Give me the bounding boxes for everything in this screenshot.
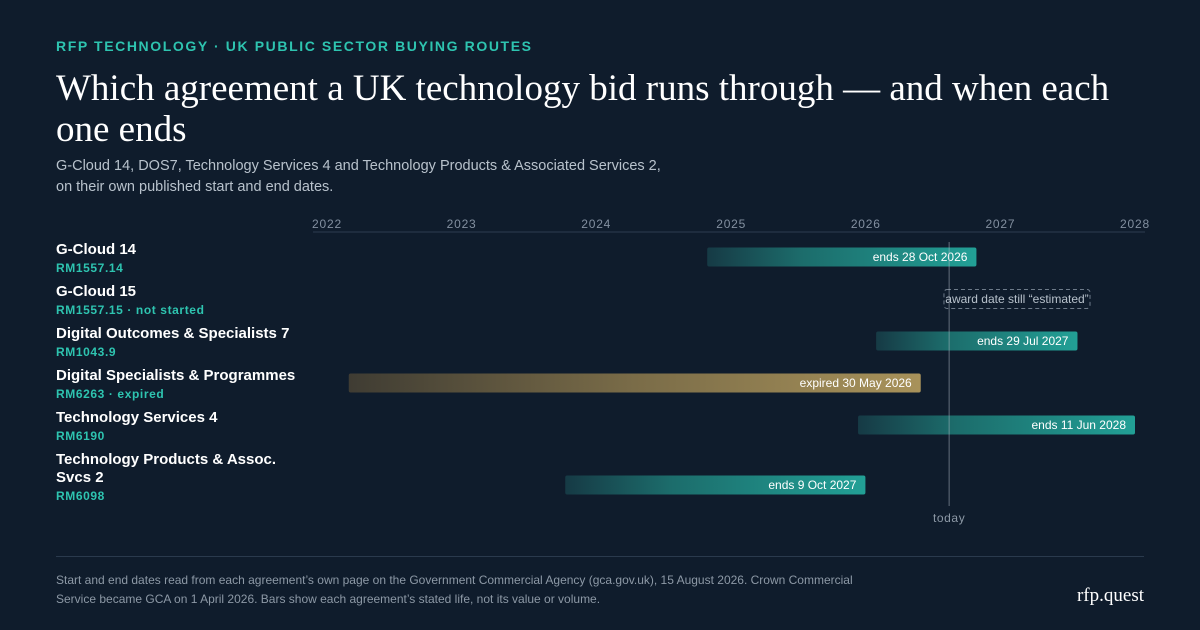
bar-label: ends 28 Oct 2026	[873, 250, 968, 264]
agreement-name: Technology Services 4	[56, 409, 218, 426]
timeline-bar-expired	[348, 373, 921, 393]
timeline-bar-estimated	[943, 289, 1091, 309]
timeline-bar	[858, 415, 1135, 435]
eyebrow-label: RFP TECHNOLOGY · UK PUBLIC SECTOR BUYING…	[56, 38, 533, 54]
x-tick-label: 2028	[1120, 217, 1150, 231]
brand-logo: rfp.quest	[1076, 585, 1144, 606]
source-note-line-1: Start and end dates read from each agree…	[56, 573, 853, 587]
chart-title: Which agreement a UK technology bid runs…	[56, 68, 1110, 150]
timeline-row: Digital Specialists & Programmes RM6263 ·…	[56, 367, 921, 401]
agreement-name: Technology Products & Assoc. Svcs 2	[56, 451, 276, 486]
x-tick-label: 2025	[716, 217, 746, 231]
x-axis: 2022 2023 2024 2025 2026 2027 2028	[312, 217, 1150, 233]
agreement-name: G-Cloud 14	[56, 241, 137, 258]
agreement-reference: RM6190	[56, 429, 105, 443]
agreement-reference: RM1043.9	[56, 345, 116, 359]
timeline-row: Digital Outcomes & Specialists 7 RM1043.9…	[56, 325, 1078, 359]
subtitle-line-2: on their own published start and end dat…	[56, 179, 334, 195]
source-note: Start and end dates read from each agree…	[56, 571, 856, 609]
bar-label: ends 9 Oct 2027	[768, 478, 856, 492]
footer-divider	[56, 556, 1144, 557]
today-label: today	[933, 511, 965, 525]
agreement-reference: RM1557.15 · not started	[56, 303, 205, 317]
agreement-name: Digital Specialists & Programmes	[56, 367, 295, 384]
timeline-bar	[876, 331, 1078, 351]
timeline-row: Technology Services 4 RM6190 ends 11 Jun 2…	[56, 409, 1135, 443]
x-tick-label: 2022	[312, 217, 342, 231]
agreement-name: G-Cloud 15	[56, 283, 136, 300]
agreement-name: Digital Outcomes & Specialists 7	[56, 325, 289, 342]
timeline-bar	[565, 475, 866, 495]
x-tick-label: 2024	[581, 217, 611, 231]
bar-label: expired 30 May 2026	[800, 376, 912, 390]
bar-label: ends 11 Jun 2028	[1031, 418, 1126, 432]
bar-label: ends 29 Jul 2027	[977, 334, 1069, 348]
x-tick-label: 2023	[447, 217, 477, 231]
agreement-reference: RM1557.14	[56, 261, 123, 275]
timeline-row: G-Cloud 15 RM1557.15 · not started award d…	[56, 283, 1091, 317]
agreement-reference: RM6098	[56, 489, 105, 503]
timeline-row: Technology Products & Assoc. Svcs 2 RM6098…	[56, 451, 866, 503]
timeline-chart: 2022 2023 2024 2025 2026 2027 2028 G-Cloud 14 R…	[56, 217, 1150, 525]
subtitle-line-1: G-Cloud 14, DOS7, Technology Services 4 …	[56, 158, 661, 174]
x-tick-label: 2027	[985, 217, 1015, 231]
source-note-line-2: Service became GCA on 1 April 2026. Bars…	[56, 592, 601, 606]
x-tick-label: 2026	[851, 217, 881, 231]
timeline-bar	[707, 247, 977, 267]
chart-subtitle: G-Cloud 14, DOS7, Technology Services 4 …	[56, 156, 676, 198]
bar-label: award date still “estimated”	[945, 292, 1088, 306]
today-marker: today	[933, 242, 965, 525]
timeline-row: G-Cloud 14 RM1557.14 ends 28 Oct 2026	[56, 241, 977, 275]
agreement-reference: RM6263 · expired	[56, 387, 164, 401]
